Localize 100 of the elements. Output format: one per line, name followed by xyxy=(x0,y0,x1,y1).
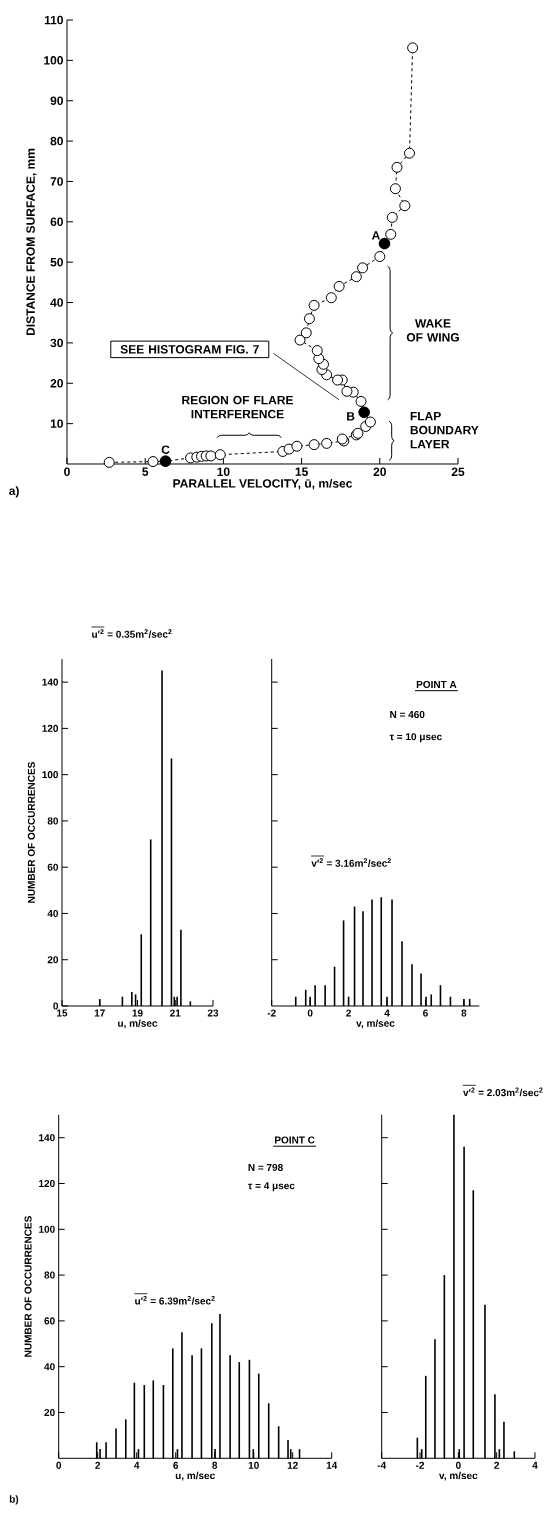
x-tick-label: 5 xyxy=(142,467,149,476)
x-axis-title: v, m/sec xyxy=(356,1019,395,1029)
point xyxy=(147,456,159,468)
x-axis-title: v, m/sec xyxy=(439,1471,478,1481)
x-tick-label: 10 xyxy=(217,467,230,477)
annotation: v′$^{2}$ = 3.16m$^{2}$/sec$^{2}$ xyxy=(311,858,391,867)
y-tick-label: 100 xyxy=(44,56,63,65)
x-tick-label: 4 xyxy=(532,1461,538,1469)
text: u′$^{2}$ = 0.35m$^{2}$/sec$^{2}$ xyxy=(92,629,172,638)
point xyxy=(374,251,386,263)
y-tick-label: 20 xyxy=(47,956,59,964)
point xyxy=(333,280,345,292)
annotation: A xyxy=(371,231,380,240)
annotation: τ = 10 μsec xyxy=(389,733,442,743)
annotation: POINT C xyxy=(275,1136,315,1144)
x-tick-label: 6 xyxy=(423,1009,428,1017)
x-tick-label: 8 xyxy=(461,1009,467,1017)
annotation: POINT A xyxy=(416,680,457,688)
y-tick-label: 140 xyxy=(39,1134,55,1142)
y-axis-title: NUMBER OF OCCURRENCES xyxy=(24,1216,32,1357)
annotation: SEE HISTOGRAM FIG. 7 xyxy=(120,345,259,354)
annotation: τ = 4 μsec xyxy=(247,1182,295,1192)
x-tick-label: 20 xyxy=(373,467,386,477)
x-tick-label: 8 xyxy=(212,1461,218,1469)
text: a) xyxy=(9,486,19,498)
point xyxy=(103,456,115,468)
y-tick-label: 100 xyxy=(39,1225,55,1233)
point xyxy=(355,395,367,407)
point xyxy=(385,228,397,240)
x-axis-title: u, m/sec xyxy=(118,1019,158,1029)
y-tick-label: 110 xyxy=(44,15,63,25)
x-tick-label: 2 xyxy=(494,1461,500,1469)
y-tick-label: 50 xyxy=(50,257,63,267)
y-axis-title: NUMBER OF OCCURRENCES xyxy=(27,762,35,903)
annotation: FLAP BOUNDARY LAYER xyxy=(410,411,479,449)
x-tick-label: 4 xyxy=(134,1461,140,1469)
point xyxy=(357,262,369,274)
y-tick-label: 10 xyxy=(50,419,63,428)
point xyxy=(350,271,362,283)
point xyxy=(341,385,353,397)
annotation: u′$^{2}$ = 6.39m$^{2}$/sec$^{2}$ xyxy=(135,1295,215,1305)
text: v′$^{2}$ = 2.03m$^{2}$/sec$^{2}$ xyxy=(463,1087,543,1097)
y-tick-label: 100 xyxy=(42,771,59,779)
x-tick-label: 2 xyxy=(346,1009,351,1017)
point xyxy=(407,42,419,54)
y-tick-label: 0 xyxy=(53,1002,59,1010)
x-tick-label: 14 xyxy=(326,1461,338,1469)
annotation: N = 798 xyxy=(248,1163,283,1171)
y-tick-label: 40 xyxy=(50,298,63,307)
y-tick-label: 80 xyxy=(44,1271,55,1279)
y-tick-label: 90 xyxy=(50,96,63,105)
point xyxy=(364,416,376,428)
annotation: REGION OF FLARE INTERFERENCE xyxy=(182,395,293,419)
x-tick-label: 17 xyxy=(94,1009,105,1017)
x-tick-label: 21 xyxy=(170,1009,181,1017)
y-tick-label: 20 xyxy=(50,379,63,388)
x-tick-label: -2 xyxy=(267,1009,276,1017)
point xyxy=(214,449,226,461)
point xyxy=(308,299,320,311)
y-axis-title: DISTANCE FROM SURFACE, mm xyxy=(26,148,37,336)
x-axis-title: PARALLEL VELOCITY, ū, m/sec xyxy=(173,478,353,490)
y-tick-label: 20 xyxy=(44,1408,55,1417)
point xyxy=(399,200,411,212)
x-tick-label: 23 xyxy=(207,1009,219,1017)
y-tick-label: 80 xyxy=(47,817,59,825)
point xyxy=(294,334,306,346)
x-tick-label: 6 xyxy=(173,1461,179,1469)
point xyxy=(332,374,344,386)
point xyxy=(325,292,337,304)
point xyxy=(291,440,303,452)
annotation: B xyxy=(347,412,355,421)
y-tick-label: 120 xyxy=(39,1179,55,1188)
point xyxy=(300,327,312,339)
x-tick-label: 25 xyxy=(451,467,465,477)
point xyxy=(391,161,403,173)
y-tick-label: 140 xyxy=(42,678,59,686)
x-tick-label: 2 xyxy=(95,1461,101,1469)
point xyxy=(321,437,333,449)
x-tick-label: 0 xyxy=(307,1009,313,1017)
point xyxy=(308,439,320,451)
x-tick-label: 19 xyxy=(132,1009,143,1017)
annotation: C xyxy=(161,445,170,454)
y-tick-label: 30 xyxy=(50,338,63,348)
y-tick-label: 60 xyxy=(47,863,59,871)
y-tick-label: 80 xyxy=(50,136,63,146)
x-tick-label: 4 xyxy=(384,1009,390,1017)
x-tick-label: 0 xyxy=(64,467,70,477)
y-tick-label: 60 xyxy=(44,1317,55,1325)
y-tick-label: 60 xyxy=(50,217,63,227)
x-tick-label: 0 xyxy=(455,1461,461,1469)
point xyxy=(205,450,217,462)
annotation: WAKE OF WING xyxy=(406,319,459,342)
x-tick-label: 12 xyxy=(287,1461,298,1469)
x-tick-label: 15 xyxy=(295,467,308,476)
text: b) xyxy=(9,1495,19,1505)
point xyxy=(386,211,398,223)
annotation: N = 460 xyxy=(390,710,425,719)
y-tick-label: 40 xyxy=(44,1363,55,1371)
point xyxy=(404,147,416,159)
x-axis-title: u, m/sec xyxy=(175,1471,215,1481)
